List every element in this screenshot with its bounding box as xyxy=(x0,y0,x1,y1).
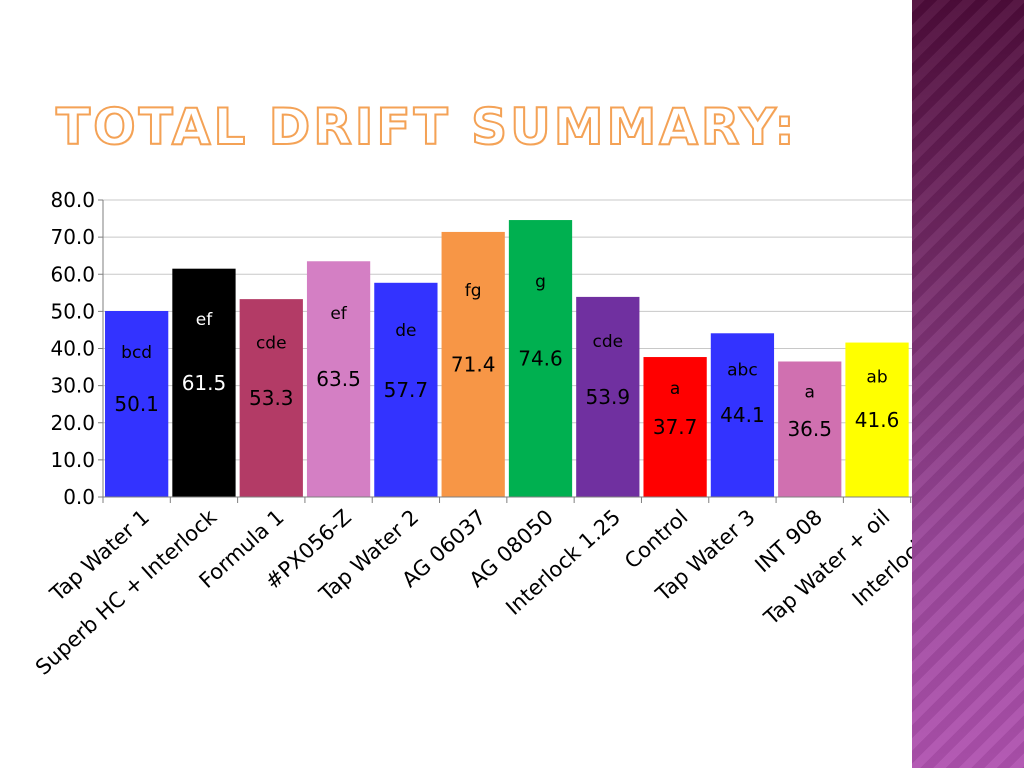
bars xyxy=(105,220,909,498)
bar-group-letter-label: cde xyxy=(256,334,287,354)
bar-group-letter-label: ef xyxy=(196,310,213,330)
bar-group-letter-label: bcd xyxy=(121,343,152,363)
bar-group-letter-label: fg xyxy=(465,281,482,301)
bar-value-label: 74.6 xyxy=(518,347,563,371)
bar xyxy=(306,261,371,497)
x-tick-label: Interlock 1.25 xyxy=(501,505,625,620)
slide-title: Total Drift Summary: xyxy=(55,97,798,157)
bar xyxy=(441,231,505,498)
bar-group-letter-label: a xyxy=(670,379,680,399)
bar-value-label: 41.6 xyxy=(855,408,900,432)
bar-group-letter-label: g xyxy=(535,272,546,292)
y-tick-label: 0.0 xyxy=(63,485,95,509)
bar xyxy=(576,296,640,497)
bar-value-label: 71.4 xyxy=(451,352,496,376)
bar-chart: 0.0 10.0 20.0 30.0 40.0 50.0 60.0 70.0 80.0 Tap … xyxy=(31,188,912,680)
bar xyxy=(778,361,842,497)
bar-value-label: 36.5 xyxy=(787,417,832,441)
bar xyxy=(710,333,775,497)
data-labels: 50.1 bcd 61.5 ef 53.3 cde 63.5 ef 57.7 de 71.4 fg 74… xyxy=(114,272,900,441)
y-tick-label: 30.0 xyxy=(50,374,95,398)
y-tick-label: 80.0 xyxy=(50,188,95,212)
bar-value-label: 44.1 xyxy=(720,403,765,427)
y-tick-label: 70.0 xyxy=(50,225,95,249)
decorative-side-strip xyxy=(912,0,1024,768)
y-tick-label: 10.0 xyxy=(50,448,95,472)
bar xyxy=(239,299,303,497)
bar xyxy=(172,268,236,497)
bar-value-label: 50.1 xyxy=(114,392,159,416)
bar-group-letter-label: a xyxy=(805,382,815,402)
bar xyxy=(374,282,438,497)
y-tick-label: 40.0 xyxy=(50,337,95,361)
bar-value-label: 63.5 xyxy=(316,367,361,391)
bar xyxy=(845,342,909,497)
bar-value-label: 53.9 xyxy=(586,385,631,409)
y-axis-tick-labels: 0.0 10.0 20.0 30.0 40.0 50.0 60.0 70.0 80.0 xyxy=(50,188,95,509)
bar-group-letter-label: abc xyxy=(727,360,758,380)
bar xyxy=(508,220,573,498)
y-tick-label: 60.0 xyxy=(50,262,95,286)
bar-value-label: 37.7 xyxy=(653,415,698,439)
bar-group-letter-label: cde xyxy=(593,332,624,352)
axes xyxy=(98,199,912,503)
bar xyxy=(105,311,169,497)
bar-value-label: 57.7 xyxy=(384,378,429,402)
bar-value-label: 53.3 xyxy=(249,386,294,410)
bar-value-label: 61.5 xyxy=(182,371,227,395)
bar-group-letter-label: de xyxy=(395,321,416,341)
y-tick-label: 20.0 xyxy=(50,411,95,435)
bar-group-letter-label: ef xyxy=(330,304,347,324)
bar xyxy=(643,357,707,497)
bar-group-letter-label: ab xyxy=(866,368,887,388)
x-tick-label: Tap Water + oil xyxy=(759,505,895,630)
y-tick-label: 50.0 xyxy=(50,299,95,323)
